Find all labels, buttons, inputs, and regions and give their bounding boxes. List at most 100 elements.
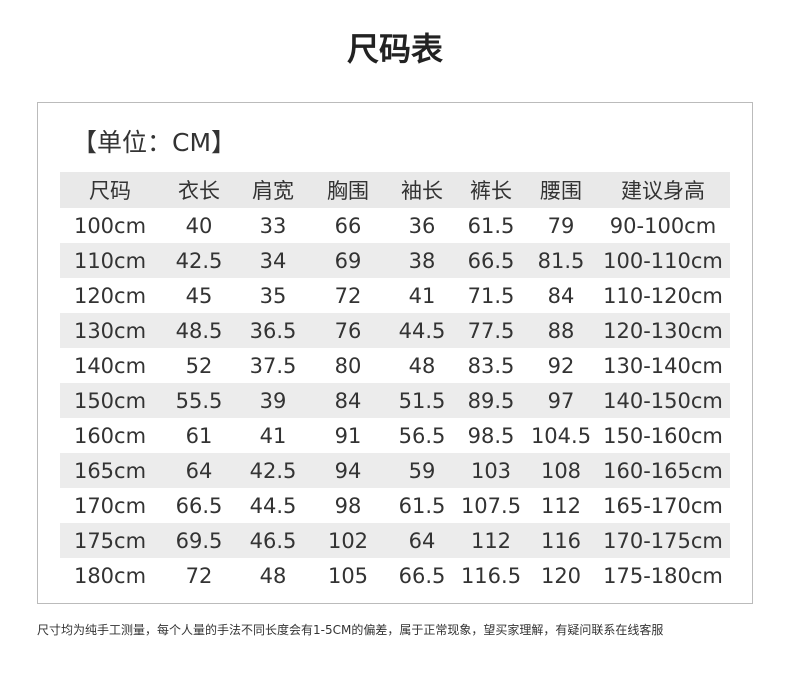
column-header: 建议身高 bbox=[596, 172, 730, 208]
table-cell: 116.5 bbox=[460, 563, 522, 588]
table-cell: 165-170cm bbox=[603, 493, 723, 518]
table-cell: 105 bbox=[327, 563, 369, 588]
table-cell: 61 bbox=[185, 423, 213, 448]
table-cell: 56.5 bbox=[398, 423, 446, 448]
table-cell: 66.5 bbox=[456, 243, 526, 278]
table-cell: 90-100cm bbox=[609, 213, 717, 238]
table-cell: 140cm bbox=[73, 353, 147, 378]
table-cell: 44.5 bbox=[388, 313, 456, 348]
table-cell: 98 bbox=[334, 493, 362, 518]
table-cell: 150cm bbox=[60, 383, 160, 418]
table-cell: 41 bbox=[408, 283, 436, 308]
table-row: 140cm 52 37.5 80 48 83.5 92 130-140cm bbox=[60, 348, 730, 383]
table-cell: 81.5 bbox=[526, 243, 596, 278]
table-cell: 180cm bbox=[73, 563, 147, 588]
table-cell: 40 bbox=[185, 213, 213, 238]
table-row: 150cm 55.5 39 84 51.5 89.5 97 140-150cm bbox=[60, 383, 730, 418]
table-cell: 89.5 bbox=[456, 383, 526, 418]
table-cell: 55.5 bbox=[160, 383, 238, 418]
table-cell: 160cm bbox=[73, 423, 147, 448]
table-row: 175cm 69.5 46.5 102 64 112 116 170-175cm bbox=[60, 523, 730, 558]
table-cell: 100-110cm bbox=[596, 243, 730, 278]
table-cell: 64 bbox=[388, 523, 456, 558]
table-cell: 97 bbox=[526, 383, 596, 418]
table-cell: 51.5 bbox=[388, 383, 456, 418]
table-cell: 46.5 bbox=[238, 523, 308, 558]
table-cell: 69 bbox=[308, 243, 388, 278]
table-cell: 120 bbox=[540, 563, 582, 588]
table-cell: 76 bbox=[308, 313, 388, 348]
table-cell: 103 bbox=[456, 453, 526, 488]
table-cell: 83.5 bbox=[467, 353, 515, 378]
table-cell: 100cm bbox=[73, 213, 147, 238]
table-cell: 42.5 bbox=[238, 453, 308, 488]
column-header: 裤长 bbox=[456, 172, 526, 208]
table-cell: 35 bbox=[259, 283, 287, 308]
table-cell: 36 bbox=[408, 213, 436, 238]
table-cell: 37.5 bbox=[249, 353, 297, 378]
column-header: 腰围 bbox=[526, 172, 596, 208]
table-row: 160cm 61 41 91 56.5 98.5 104.5 150-160cm bbox=[60, 418, 730, 453]
table-cell: 110-120cm bbox=[603, 283, 723, 308]
title: 尺码表 bbox=[346, 30, 443, 68]
column-header: 袖长 bbox=[388, 172, 456, 208]
table-cell: 91 bbox=[334, 423, 362, 448]
table-cell: 64 bbox=[160, 453, 238, 488]
table-cell: 112 bbox=[540, 493, 582, 518]
table-cell: 116 bbox=[526, 523, 596, 558]
table-cell: 66 bbox=[334, 213, 362, 238]
table-cell: 66.5 bbox=[398, 563, 446, 588]
table-cell: 98.5 bbox=[467, 423, 515, 448]
table-row: 130cm 48.5 36.5 76 44.5 77.5 88 120-130cm bbox=[60, 313, 730, 348]
size-table: 尺码 衣长 肩宽 胸围 袖长 裤长 腰围 建议身高 100cm 40 33 66 36 61.5 79 90… bbox=[60, 172, 730, 593]
table-cell: 48 bbox=[408, 353, 436, 378]
table-cell: 112 bbox=[456, 523, 526, 558]
table-cell: 84 bbox=[547, 283, 575, 308]
table-cell: 48.5 bbox=[160, 313, 238, 348]
table-cell: 175cm bbox=[60, 523, 160, 558]
table-cell: 52 bbox=[185, 353, 213, 378]
table-cell: 61.5 bbox=[467, 213, 515, 238]
table-cell: 120-130cm bbox=[596, 313, 730, 348]
table-row: 110cm 42.5 34 69 38 66.5 81.5 100-110cm bbox=[60, 243, 730, 278]
table-row: 180cm 72 48 105 66.5 116.5 120 175-180cm bbox=[60, 558, 730, 593]
table-cell: 94 bbox=[308, 453, 388, 488]
table-cell: 165cm bbox=[60, 453, 160, 488]
table-cell: 71.5 bbox=[467, 283, 515, 308]
table-cell: 140-150cm bbox=[596, 383, 730, 418]
table-row: 170cm 66.5 44.5 98 61.5 107.5 112 165-170cm bbox=[60, 488, 730, 523]
table-cell: 48 bbox=[259, 563, 287, 588]
table-cell: 102 bbox=[308, 523, 388, 558]
table-cell: 61.5 bbox=[398, 493, 446, 518]
table-cell: 39 bbox=[238, 383, 308, 418]
table-cell: 88 bbox=[526, 313, 596, 348]
table-cell: 170-175cm bbox=[596, 523, 730, 558]
table-cell: 104.5 bbox=[530, 423, 592, 448]
table-cell: 107.5 bbox=[460, 493, 522, 518]
table-cell: 80 bbox=[334, 353, 362, 378]
footnote: 尺寸均为纯手工测量，每个人量的手法不同长度会有1-5CM的偏差，属于正常现象，望… bbox=[37, 623, 664, 637]
table-cell: 72 bbox=[334, 283, 362, 308]
table-cell: 69.5 bbox=[160, 523, 238, 558]
table-cell: 120cm bbox=[73, 283, 147, 308]
unit: 【单位：CM】 bbox=[72, 128, 237, 157]
header-row: 尺码 衣长 肩宽 胸围 袖长 裤长 腰围 建议身高 bbox=[60, 172, 730, 208]
table-cell: 92 bbox=[547, 353, 575, 378]
table-cell: 77.5 bbox=[456, 313, 526, 348]
table-cell: 34 bbox=[238, 243, 308, 278]
table-cell: 108 bbox=[526, 453, 596, 488]
table-cell: 79 bbox=[547, 213, 575, 238]
table-cell: 45 bbox=[185, 283, 213, 308]
table-cell: 130cm bbox=[60, 313, 160, 348]
table-cell: 44.5 bbox=[249, 493, 297, 518]
table-cell: 33 bbox=[259, 213, 287, 238]
table-cell: 38 bbox=[388, 243, 456, 278]
table-cell: 42.5 bbox=[160, 243, 238, 278]
table-cell: 160-165cm bbox=[596, 453, 730, 488]
table-cell: 150-160cm bbox=[603, 423, 723, 448]
table-frame bbox=[37, 102, 753, 604]
table-cell: 66.5 bbox=[175, 493, 223, 518]
table-cell: 110cm bbox=[60, 243, 160, 278]
table-cell: 84 bbox=[308, 383, 388, 418]
column-header: 衣长 bbox=[160, 172, 238, 208]
